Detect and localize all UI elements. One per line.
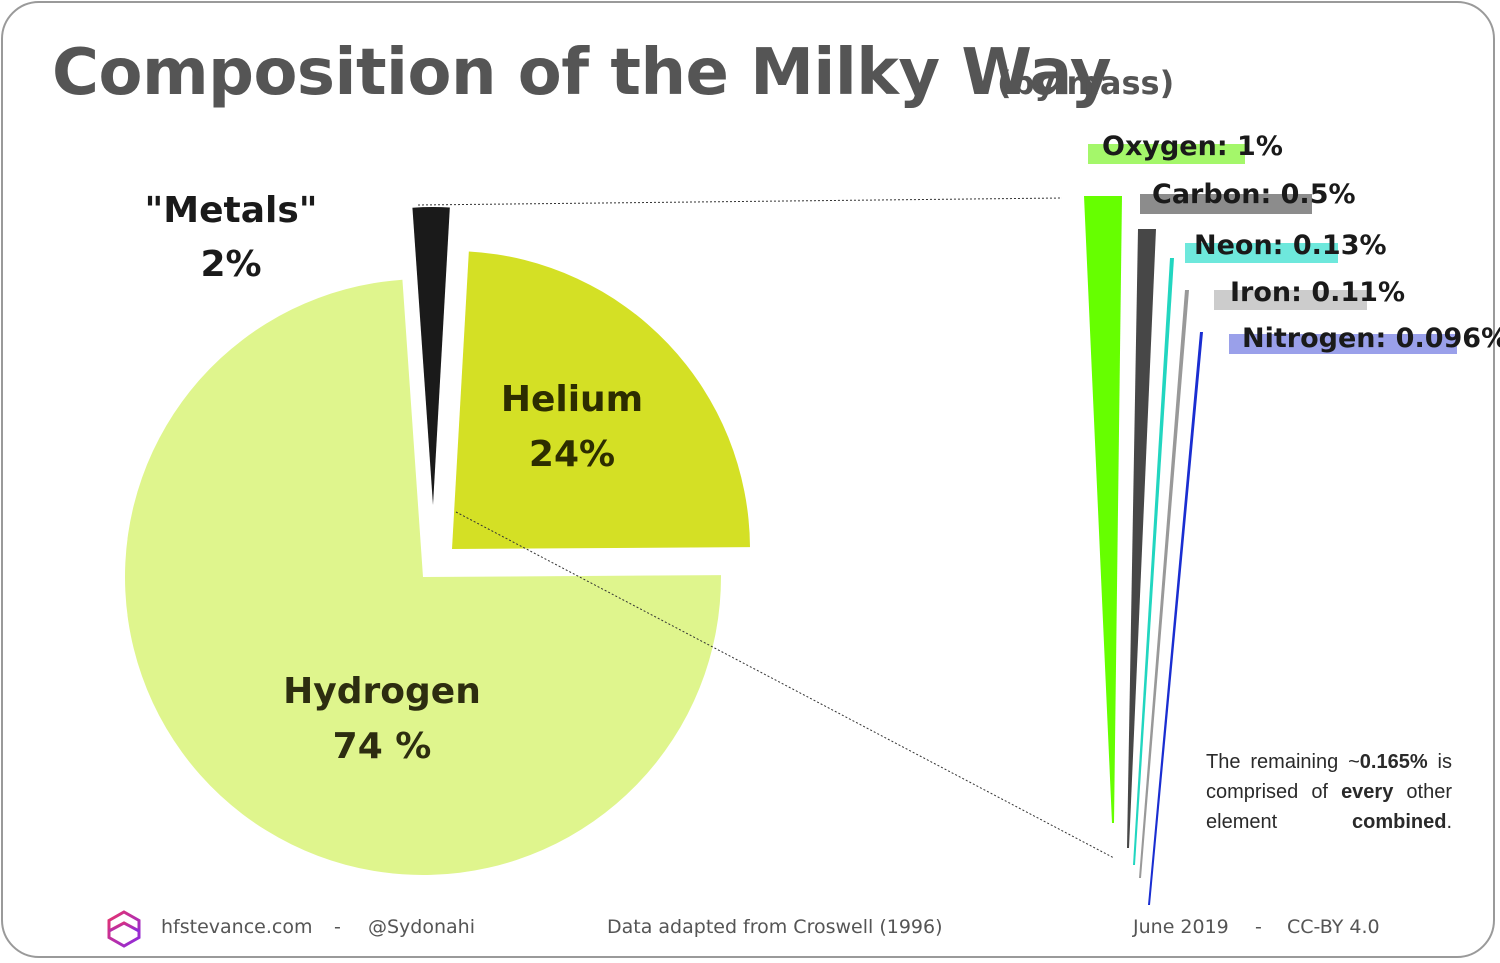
metal-label-carbon: Carbon: 0.5% [1152, 179, 1356, 210]
metal-label-iron: Iron: 0.11% [1230, 277, 1405, 308]
metal-label-nitrogen: Nitrogen: 0.096% [1242, 323, 1500, 354]
footer-source: Data adapted from Croswell (1996) [607, 916, 943, 938]
metal-wedge-carbon [1127, 229, 1156, 848]
metal-wedge-iron [1139, 290, 1189, 878]
footer-handle[interactable]: @Sydonahi [368, 916, 475, 938]
chart-title: Composition of the Milky Way [52, 36, 1112, 110]
metal-wedge-oxygen [1084, 196, 1122, 823]
label-helium-value: 24% [529, 434, 615, 475]
connector-line [417, 197, 1063, 206]
metal-label-oxygen: Oxygen: 1% [1102, 131, 1283, 162]
remaining-note: The remaining ~0.165% is comprised of ev… [1206, 751, 1452, 833]
label-metals-value: 2% [200, 244, 261, 285]
metal-wedge-nitrogen [1148, 332, 1203, 905]
footer-site[interactable]: hfstevance.com [161, 916, 313, 938]
metal-highlight-neon [1185, 243, 1338, 263]
footer-separator: - [334, 916, 341, 938]
slice-hydrogen [125, 279, 722, 876]
label-metals-name: "Metals" [144, 190, 317, 231]
metal-highlight-carbon [1140, 194, 1312, 214]
chart-subtitle: (by mass) [997, 64, 1175, 102]
metal-label-neon: Neon: 0.13% [1194, 230, 1387, 261]
slice-helium [452, 251, 750, 550]
metal-highlight-oxygen [1088, 144, 1245, 164]
metal-highlight-iron [1214, 290, 1367, 310]
metal-highlight-nitrogen [1229, 334, 1457, 354]
footer-license: CC-BY 4.0 [1287, 916, 1380, 938]
footer-separator: - [1255, 916, 1262, 938]
slice-metals [412, 207, 450, 505]
label-hydrogen-name: Hydrogen [283, 671, 481, 712]
label-hydrogen-value: 74 % [333, 726, 432, 767]
metal-wedge-neon [1133, 258, 1174, 865]
label-helium-name: Helium [501, 379, 643, 420]
hexagon-logo-icon [107, 910, 141, 948]
footer-date: June 2019 [1133, 916, 1229, 938]
